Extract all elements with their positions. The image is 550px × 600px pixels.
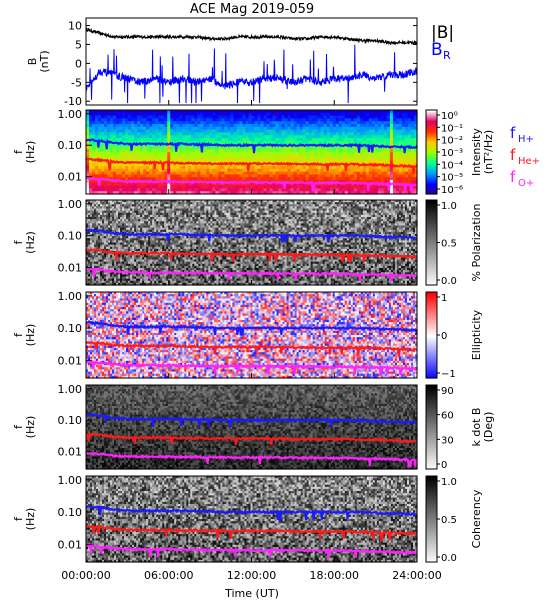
colorbar-tick-label: 10⁻⁶ xyxy=(441,185,463,196)
y-tick-label: 0.01 xyxy=(58,446,83,459)
x-tick-label: 24:00:00 xyxy=(392,569,441,582)
colorbar-tick-label: 0.5 xyxy=(441,239,457,250)
colorbar-tick-label: 0.0 xyxy=(441,276,457,287)
colorbar-tick-label: 10⁻² xyxy=(441,136,463,147)
panel-kdotb: 1.00 0.10 0.01 f (Hz) 90 60 30 0 k dot B (Deg) xyxy=(12,383,495,471)
y-tick-label: 1.00 xyxy=(58,198,83,211)
x-tick-label: 18:00:00 xyxy=(310,569,359,582)
colorbar-tick-label: 30 xyxy=(441,435,454,446)
colorbar-label: Coherency xyxy=(470,489,483,548)
y-tick-label: 5 xyxy=(75,38,82,51)
y-tick-label: 0.01 xyxy=(58,171,83,184)
y-tick-label: 1.00 xyxy=(58,474,83,487)
y-tick-label: 0.10 xyxy=(58,322,83,335)
colorbar: 90 60 30 0 k dot B (Deg) xyxy=(426,385,495,471)
y-tick-label: 0.10 xyxy=(58,414,83,427)
x-axis-label: Time (UT) xyxy=(224,587,279,600)
colorbar-tick-label: 0.5 xyxy=(441,515,457,526)
colorbar-tick-label: 10⁰ xyxy=(441,111,458,122)
colorbar: 1.0 0.5 0.0 Coherency xyxy=(426,476,483,564)
colorbar-label: k dot B (Deg) xyxy=(470,408,495,447)
y-tick-label: 1.00 xyxy=(58,108,83,121)
legend-f-O: f xyxy=(510,168,516,186)
y-axis-label: f (Hz) xyxy=(12,324,37,347)
gyro-legend: f H+f He+f O+ xyxy=(510,124,540,189)
y-tick-label: 0.01 xyxy=(58,261,83,274)
panel-ellipticity: 1.00 0.10 0.01 f (Hz) 1 0 −1 Ellipticity xyxy=(12,290,483,380)
y-tick-label: 0.01 xyxy=(58,354,83,367)
y-tick-label: 1.00 xyxy=(58,383,83,396)
colorbar-tick-label: 10⁻⁵ xyxy=(441,173,463,184)
y-axis-label: B (nT) xyxy=(26,50,51,72)
y-tick-label: 1.00 xyxy=(58,290,83,303)
y-axis-label: f (Hz) xyxy=(12,508,37,531)
plot-area xyxy=(86,18,417,105)
colorbar: 1.0 0.5 0.0 % Polarization xyxy=(426,200,483,287)
colorbar-tick-label: 10⁻⁴ xyxy=(441,160,463,171)
colorbar-tick-label: 0 xyxy=(441,331,447,342)
panel-coherency: 1.00 0.10 0.01 f (Hz) 1.0 0.5 0.0 Coherency xyxy=(12,474,483,564)
x-tick-label: 00:00:00 xyxy=(61,569,110,582)
y-tick-label: 0.01 xyxy=(58,538,83,551)
y-axis-label: f (Hz) xyxy=(12,231,37,254)
colorbar-tick-label: 0.0 xyxy=(441,553,457,564)
colorbar-tick-label: −1 xyxy=(441,369,456,380)
y-axis-label: f (Hz) xyxy=(12,141,37,164)
colorbar-tick-label: 90 xyxy=(441,386,454,397)
colorbar-label: Intensity (nT²/Hz) xyxy=(470,128,495,176)
legend-BR-sub: R xyxy=(443,49,451,62)
y-tick-label: -5 xyxy=(71,76,82,89)
x-tick-label: 12:00:00 xyxy=(227,569,276,582)
y-axis-label: f (Hz) xyxy=(12,416,37,439)
svg-text:(nT): (nT) xyxy=(38,50,51,72)
x-tick-label: 06:00:00 xyxy=(144,569,193,582)
colorbar-tick-label: 60 xyxy=(441,411,454,422)
colorbar-tick-label: 1.0 xyxy=(441,201,457,212)
y-tick-label: 0 xyxy=(75,57,82,70)
y-tick-label: 0.10 xyxy=(58,506,83,519)
panel-polarization: 1.00 0.10 0.01 f (Hz) 1.0 0.5 0.0 % Polarization xyxy=(12,198,483,287)
colorbar-tick-label: 10⁻³ xyxy=(441,148,463,159)
colorbar-tick-label: 1.0 xyxy=(441,477,457,488)
y-tick-label: 0.10 xyxy=(58,139,83,152)
legend-BR: B xyxy=(431,40,443,60)
colorbar-tick-label: 1 xyxy=(441,293,447,304)
legend-f-H: f xyxy=(510,124,516,142)
colorbar: 1 0 −1 Ellipticity xyxy=(426,292,483,380)
y-tick-label: -10 xyxy=(64,95,82,108)
y-tick-label: 0.10 xyxy=(58,230,83,243)
colorbar-tick-label: 0 xyxy=(441,460,447,471)
figure-title: ACE Mag 2019-059 xyxy=(190,2,314,17)
colorbar-label: Ellipticity xyxy=(470,309,483,360)
colorbar-tick-label: 10⁻¹ xyxy=(441,123,463,134)
legend-f-He: f xyxy=(510,146,516,164)
y-tick-label: 10 xyxy=(68,20,82,33)
colorbar-label: % Polarization xyxy=(470,204,483,282)
